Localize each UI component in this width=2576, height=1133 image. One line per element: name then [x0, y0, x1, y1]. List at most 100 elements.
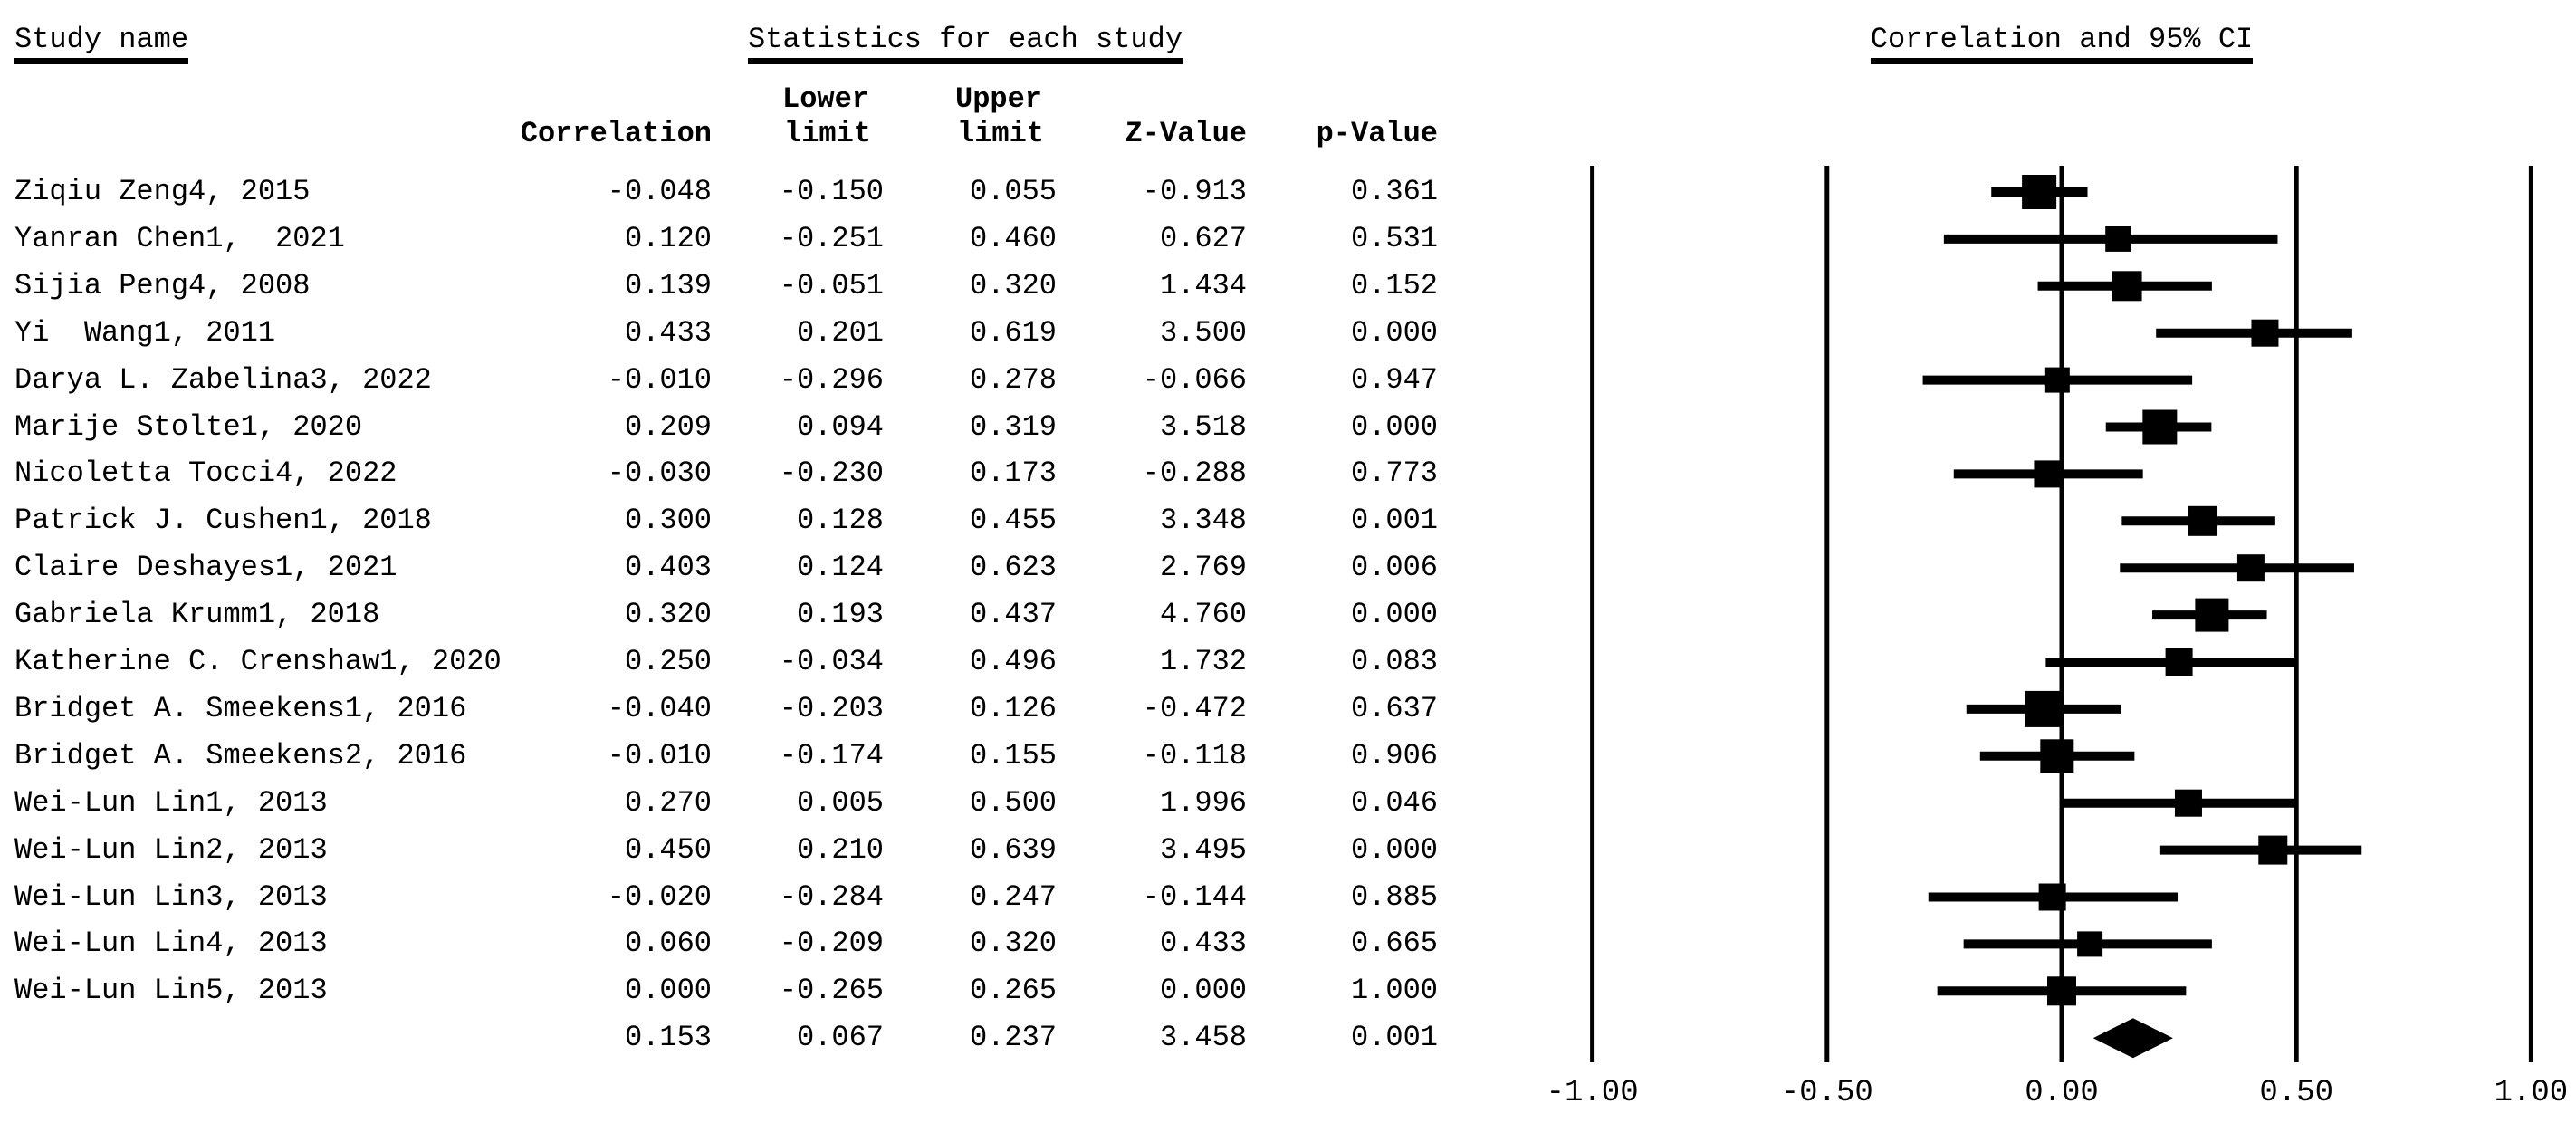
correlation-cell: 0.139: [624, 269, 712, 302]
effect-square: [2047, 976, 2076, 1006]
correlation-cell: 0.403: [624, 551, 712, 584]
correlation-cell: 0.153: [624, 1021, 712, 1054]
p-value-cell: 0.152: [1350, 269, 1438, 302]
p-value-cell: 0.000: [1350, 598, 1438, 631]
effect-square: [2077, 931, 2103, 957]
effect-square: [2165, 648, 2193, 676]
upper-limit-cell: 0.278: [969, 363, 1057, 397]
lower-limit-cell: 0.124: [796, 551, 884, 584]
lower-limit-cell: -0.265: [779, 974, 884, 1007]
lower-limit-cell: -0.284: [779, 880, 884, 914]
axis-tick-label: 0.00: [2025, 1076, 2099, 1110]
z-value-cell: -0.066: [1142, 363, 1247, 397]
lower-limit-cell: -0.051: [779, 269, 884, 302]
study-name-cell: Wei-Lun Lin4, 2013: [14, 927, 328, 960]
study-name-cell: Wei-Lun Lin1, 2013: [14, 786, 328, 820]
upper-limit-cell: 0.237: [969, 1021, 1057, 1054]
correlation-cell: 0.270: [624, 786, 712, 820]
effect-square: [2174, 789, 2202, 817]
z-value-cell: 0.627: [1159, 222, 1247, 255]
study-name-cell: Sijia Peng4, 2008: [14, 269, 311, 302]
effect-square: [2022, 175, 2057, 209]
axis-tick-label: 0.50: [2259, 1076, 2333, 1110]
upper-limit-cell: 0.126: [969, 692, 1057, 725]
correlation-cell: -0.040: [607, 692, 712, 725]
lower-limit-cell: 0.193: [796, 598, 884, 631]
lower-limit-cell: 0.201: [796, 316, 884, 350]
correlation-cell: -0.030: [607, 456, 712, 490]
upper-limit-cell: 0.319: [969, 410, 1057, 444]
study-name-header-label: Study name: [14, 23, 189, 64]
p-value-cell: 0.885: [1350, 880, 1438, 914]
lower-limit-cell: -0.174: [779, 739, 884, 773]
upper-limit-cell: 0.320: [969, 927, 1057, 960]
study-name-cell: Marije Stolte1, 2020: [14, 410, 363, 444]
study-name-cell: Patrick J. Cushen1, 2018: [14, 504, 432, 537]
study-name-cell: Gabriela Krumm1, 2018: [14, 598, 380, 631]
lower-limit-cell: 0.210: [796, 833, 884, 867]
p-value-cell: 0.001: [1350, 504, 1438, 537]
z-value-cell: 0.000: [1159, 974, 1247, 1007]
upper-limit-cell: 0.155: [969, 739, 1057, 773]
correlation-cell: -0.020: [607, 880, 712, 914]
p-value-cell: 0.001: [1350, 1021, 1438, 1054]
p-value-cell: 0.083: [1350, 645, 1438, 678]
upper-limit-cell: 0.639: [969, 833, 1057, 867]
plot-header: Correlation and 95% CI: [1609, 21, 2514, 64]
study-name-cell: Claire Deshayes1, 2021: [14, 551, 397, 584]
effect-square: [2142, 409, 2178, 445]
correlation-cell: 0.000: [624, 974, 712, 1007]
z-value-cell: 3.500: [1159, 316, 1247, 350]
p-value-cell: 0.637: [1350, 692, 1438, 725]
lower-limit-cell: -0.230: [779, 456, 884, 490]
column-header-p-value: p-Value: [1316, 117, 1438, 150]
effect-square: [2034, 460, 2062, 488]
lower-limit-cell: 0.067: [796, 1021, 884, 1054]
correlation-cell: 0.060: [624, 927, 712, 960]
z-value-cell: -0.118: [1142, 739, 1247, 773]
effect-square: [2044, 367, 2070, 393]
axis-tick-label: 1.00: [2495, 1076, 2569, 1110]
column-header-correlation: Correlation: [520, 117, 712, 150]
p-value-cell: 0.531: [1350, 222, 1438, 255]
z-value-cell: -0.913: [1142, 175, 1247, 208]
p-value-cell: 0.773: [1350, 456, 1438, 490]
effect-square: [2258, 835, 2288, 865]
effect-square: [2038, 883, 2066, 911]
study-name-cell: Bridget A. Smeekens1, 2016: [14, 692, 467, 725]
p-value-cell: 0.000: [1350, 833, 1438, 867]
effect-square: [2188, 505, 2218, 536]
p-value-cell: 0.006: [1350, 551, 1438, 584]
p-value-cell: 0.000: [1350, 316, 1438, 350]
lower-limit-cell: -0.150: [779, 175, 884, 208]
correlation-cell: -0.048: [607, 175, 712, 208]
effect-square: [2251, 319, 2279, 347]
lower-limit-cell: 0.128: [796, 504, 884, 537]
p-value-cell: 0.665: [1350, 927, 1438, 960]
upper-limit-cell: 0.320: [969, 269, 1057, 302]
study-name-cell: Katherine C. Crenshaw1, 2020: [14, 645, 502, 678]
stats-header-label: Statistics for each study: [747, 23, 1183, 64]
upper-limit-cell: 0.619: [969, 316, 1057, 350]
p-value-cell: 1.000: [1350, 974, 1438, 1007]
z-value-cell: -0.472: [1142, 692, 1247, 725]
z-value-cell: 3.348: [1159, 504, 1247, 537]
lower-limit-cell: 0.094: [796, 410, 884, 444]
lower-limit-cell: -0.203: [779, 692, 884, 725]
study-name-cell: Nicoletta Tocci4, 2022: [14, 456, 397, 490]
axis-tick-label: -1.00: [1547, 1076, 1639, 1110]
stats-header: Statistics for each study: [512, 21, 1418, 64]
upper-limit-cell: 0.496: [969, 645, 1057, 678]
z-value-cell: -0.288: [1142, 456, 1247, 490]
z-value-cell: 3.518: [1159, 410, 1247, 444]
study-name-cell: Wei-Lun Lin5, 2013: [14, 974, 328, 1007]
upper-limit-cell: 0.247: [969, 880, 1057, 914]
z-value-cell: 2.769: [1159, 551, 1247, 584]
correlation-cell: 0.320: [624, 598, 712, 631]
p-value-cell: 0.361: [1350, 175, 1438, 208]
effect-square: [2195, 598, 2229, 632]
summary-diamond: [2092, 1018, 2173, 1059]
study-name-cell: Yi Wang1, 2011: [14, 316, 276, 350]
lower-limit-cell: -0.296: [779, 363, 884, 397]
